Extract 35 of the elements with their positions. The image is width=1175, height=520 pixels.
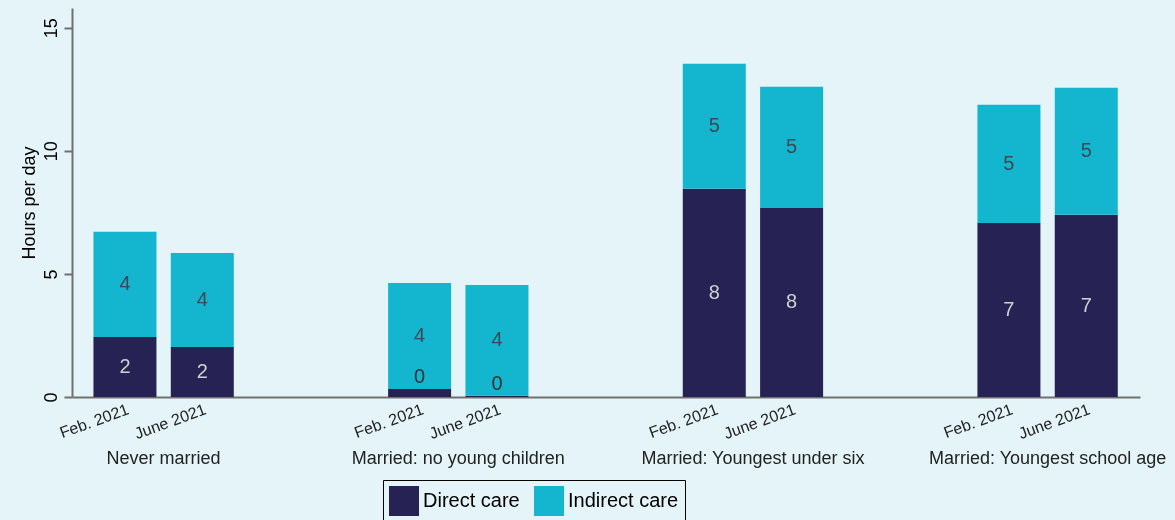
- x-tick-label: Feb. 2021: [352, 400, 426, 442]
- x-tick-label: Feb. 2021: [57, 400, 132, 442]
- y-axis-title: Hours per day: [18, 146, 39, 260]
- data-label: 4: [119, 272, 131, 295]
- data-label: 2: [119, 354, 131, 377]
- x-tick-label: June 2021: [721, 400, 798, 443]
- x-tick-label: Feb. 2021: [941, 400, 1015, 442]
- x-tick-label: June 2021: [1016, 400, 1093, 443]
- y-tick-label: 15: [40, 18, 61, 39]
- data-label: 7: [1080, 293, 1092, 316]
- data-label: 8: [708, 280, 720, 303]
- data-label: 0: [414, 364, 426, 387]
- text: Married: no young children: [351, 448, 565, 468]
- text: Never married: [106, 448, 221, 468]
- data-label: 5: [1080, 139, 1092, 162]
- data-label: 5: [786, 135, 798, 158]
- data-label: 4: [414, 323, 426, 346]
- data-label: 4: [196, 288, 208, 310]
- data-label: 0: [491, 371, 503, 394]
- data-label: 5: [1003, 151, 1015, 174]
- y-tick-label: 10: [40, 141, 61, 162]
- text: Married: Youngest school age: [929, 448, 1167, 468]
- legend-label: Direct care: [423, 489, 520, 511]
- data-label: 2: [196, 360, 208, 383]
- text: Married: Youngest under six: [641, 448, 865, 468]
- x-tick-label: June 2021: [426, 400, 504, 443]
- data-label: 7: [1003, 297, 1015, 320]
- data-label: 5: [708, 114, 720, 137]
- x-tick-label: Feb. 2021: [646, 400, 721, 442]
- legend-label: Indirect care: [568, 489, 679, 511]
- x-tick-label: June 2021: [132, 400, 209, 443]
- data-label: 4: [491, 328, 503, 351]
- data-label: 8: [786, 290, 798, 313]
- y-tick-label: 0: [40, 392, 61, 403]
- y-tick-label: 5: [40, 269, 61, 280]
